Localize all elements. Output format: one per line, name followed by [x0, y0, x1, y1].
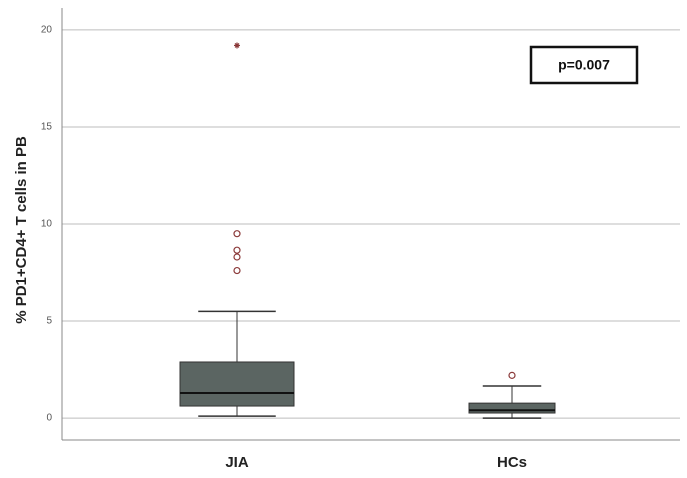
box	[468, 402, 556, 414]
outlier	[233, 230, 241, 238]
y-tick-label: 5	[46, 316, 52, 327]
outlier	[508, 371, 516, 379]
outlier	[233, 266, 241, 275]
y-tick-label: 10	[41, 219, 53, 230]
x-tick-label: HCs	[497, 454, 527, 471]
y-tick-label: 15	[41, 122, 53, 133]
y-axis-label: % PD1+CD4+ T cells in PB	[13, 136, 30, 324]
y-tick-label: 20	[41, 25, 53, 36]
outlier	[233, 253, 241, 261]
annotation: p=0.007	[558, 57, 610, 73]
annotation-box	[529, 45, 639, 85]
y-tick-label: 0	[46, 413, 52, 424]
extreme-outlier	[234, 42, 240, 49]
x-tick-label: JIA	[225, 454, 249, 471]
box	[179, 361, 295, 407]
outlier	[233, 246, 241, 254]
